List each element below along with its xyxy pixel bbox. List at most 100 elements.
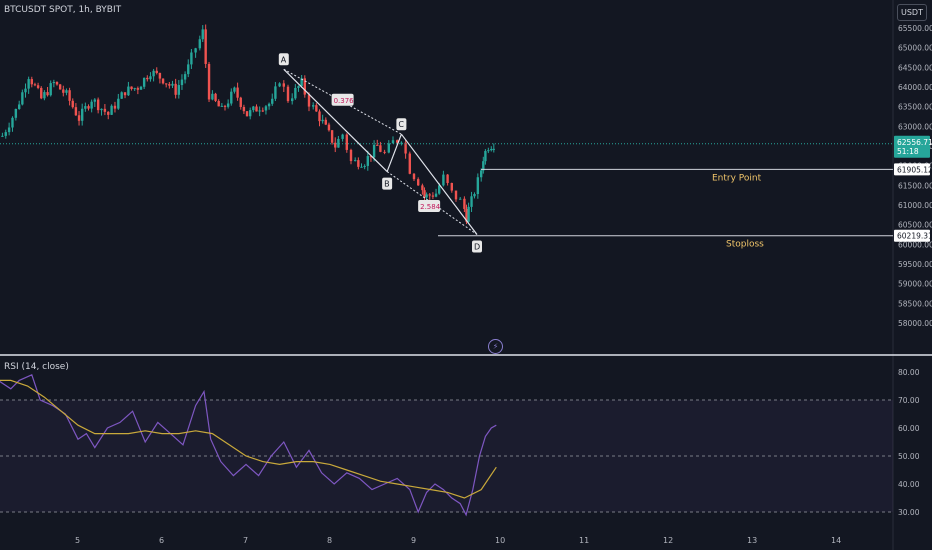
pattern-point-label: A [281, 55, 287, 64]
pattern-point-label: B [384, 180, 390, 189]
candle-body [71, 100, 74, 108]
lightning-icon[interactable]: ⚡ [488, 339, 503, 354]
candle-body [27, 79, 30, 89]
candle-body [49, 83, 52, 96]
candle-body [201, 29, 204, 40]
current-price-bg [894, 135, 930, 158]
candle-body [400, 142, 403, 144]
candle-body [24, 88, 27, 93]
candle-body [180, 79, 184, 86]
candle-body [14, 108, 18, 118]
pattern-point-a: A [278, 53, 289, 66]
candle-body [120, 92, 123, 99]
price-tick-label: 60500.00 [898, 221, 932, 230]
level-price-label: 61905.12 [897, 165, 932, 174]
x-tick-label: 13 [747, 536, 757, 545]
x-tick-label: 6 [159, 536, 164, 545]
candle-body [446, 174, 449, 184]
countdown-label: 51:18 [897, 147, 919, 156]
candle-body [337, 138, 340, 148]
candle-body [286, 86, 290, 102]
candle-body [217, 100, 220, 107]
candle-body [204, 29, 207, 64]
currency-selector[interactable]: USDT [897, 4, 927, 21]
pattern-leg [386, 133, 402, 172]
ratio-bg [331, 93, 354, 106]
ratio-label: 2.584 [420, 203, 441, 211]
candle-body [74, 107, 78, 116]
candle-body [428, 194, 431, 196]
candle-body [239, 97, 242, 107]
candle-body [258, 110, 261, 112]
candle-body [324, 119, 327, 125]
candle-body [354, 160, 357, 162]
candle-body [327, 124, 331, 131]
level-price-label: 60219.31 [897, 232, 932, 241]
x-tick-label: 10 [495, 536, 505, 545]
candle-body [271, 98, 274, 104]
candle-body [100, 108, 103, 111]
pattern-point-bg [396, 118, 407, 131]
candle-body [467, 206, 470, 222]
rsi-tick-label: 80.00 [898, 368, 920, 377]
candle-body [421, 185, 424, 191]
candle-body [434, 193, 438, 197]
candle-body [187, 64, 190, 75]
candle-body [87, 106, 90, 109]
candle-body [303, 78, 306, 95]
candle-body [190, 52, 193, 65]
candle-body [294, 87, 297, 99]
candle-body [55, 82, 59, 85]
price-tick-label: 64000.00 [898, 83, 932, 92]
candle-body [161, 78, 165, 84]
rsi-tick-label: 40.00 [898, 480, 920, 489]
current-price-label: 62556.71 [897, 138, 932, 147]
candle-body [43, 92, 46, 99]
candle-body [412, 173, 416, 180]
candle-body [11, 117, 14, 128]
candle-body [142, 77, 146, 87]
candle-body [139, 86, 143, 90]
candle-body [242, 106, 246, 112]
price-tick-label: 61500.00 [898, 181, 932, 190]
candle-body [165, 83, 168, 85]
candle-body [33, 84, 37, 86]
pattern-leg [400, 133, 478, 235]
candle-body [476, 177, 480, 195]
ratio-bg [418, 199, 441, 212]
rsi-line [0, 373, 497, 517]
candle-body [40, 87, 43, 99]
candle-body [211, 93, 214, 100]
level-price-bg [894, 163, 930, 176]
pattern-point-label: D [474, 243, 480, 252]
candle-body [146, 77, 149, 80]
candle-body [463, 198, 466, 209]
candle-body [198, 39, 201, 49]
x-tick-label: 12 [663, 536, 673, 545]
candle-body [376, 144, 379, 146]
candle-body [425, 194, 428, 198]
candle-body [207, 63, 211, 100]
rsi-tick-label: 60.00 [898, 424, 920, 433]
pattern-point-bg [278, 53, 289, 66]
candle-body [130, 86, 133, 90]
candle-body [77, 115, 81, 121]
price-tick-label: 60000.00 [898, 240, 932, 249]
candle-body [315, 105, 318, 112]
candle-body [36, 85, 40, 88]
candle-body [300, 78, 303, 87]
candle-body [318, 111, 321, 122]
candle-body [249, 110, 252, 117]
price-tick-label: 58000.00 [898, 319, 932, 328]
candle-body [366, 156, 369, 166]
candle-body [58, 84, 62, 90]
candle-body [484, 150, 487, 162]
x-tick-label: 5 [75, 536, 80, 545]
candle-body [230, 91, 233, 104]
candle-body [171, 83, 174, 86]
rsi-tick-label: 70.00 [898, 396, 920, 405]
candle-body [62, 89, 65, 93]
price-tick-label: 59000.00 [898, 280, 932, 289]
candle-body [438, 185, 441, 194]
candle-body [261, 110, 264, 112]
